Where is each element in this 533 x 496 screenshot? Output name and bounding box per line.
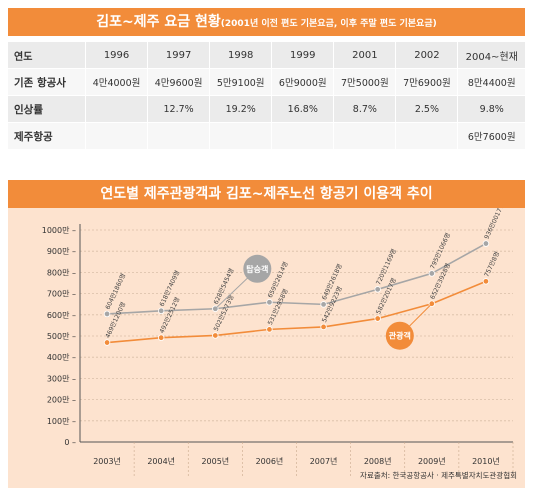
year-cell: 2002: [395, 42, 458, 69]
table-cell: 4만9600원: [147, 68, 210, 96]
y-tick-label: 900만 –: [47, 247, 76, 256]
x-tick-label: 2004년: [147, 456, 175, 466]
data-point: [157, 334, 165, 341]
fare-header-row: 연도 1996 1997 1998 1999 2001 2002 2004~현재: [8, 42, 525, 69]
x-tick-label: 2008년: [364, 456, 392, 466]
source-note: 자료출처: 한국공항공사 · 제주특별자치도관광협회: [360, 471, 517, 480]
data-point: [212, 332, 219, 339]
table-row: 제주항공 6만7600원: [8, 122, 525, 150]
year-cell: 2004~현재: [457, 42, 525, 69]
table-cell: 7만6900원: [395, 68, 458, 96]
table-cell: 8만4400원: [457, 68, 525, 96]
y-tick-label: 100만 –: [47, 417, 76, 426]
data-point: [103, 310, 111, 318]
header-label: 연도: [8, 42, 86, 69]
x-tick-label: 2010년: [472, 456, 500, 466]
legend-badge: [243, 254, 272, 283]
fare-table-title: 김포~제주 요금 현황(2001년 이전 편도 기본요금, 이후 주말 편도 기…: [8, 8, 525, 36]
year-cell: 1998: [209, 42, 272, 69]
data-point: [374, 286, 381, 293]
data-point: [428, 270, 436, 277]
table-cell: 5만9100원: [209, 68, 272, 96]
fare-title-text: 김포~제주 요금 현황: [96, 14, 221, 30]
data-point: [482, 278, 490, 285]
year-cell: 1996: [84, 42, 148, 69]
fare-table: 연도 1996 1997 1998 1999 2001 2002 2004~현재…: [8, 42, 525, 150]
data-point: [482, 240, 490, 247]
table-cell: 16.8%: [271, 95, 334, 123]
y-tick-label: 700만 –: [47, 290, 76, 299]
year-cell: 1999: [271, 42, 334, 69]
table-cell: 9.8%: [457, 95, 525, 123]
x-tick-label: 2009년: [418, 456, 446, 466]
table-cell: 19.2%: [209, 95, 272, 123]
y-tick-label: 0 –: [64, 438, 76, 447]
x-tick-label: 2007년: [310, 456, 338, 466]
table-cell: [271, 122, 334, 150]
y-tick-label: 600만 –: [47, 311, 76, 320]
row-label: 기존 항공사: [8, 68, 86, 96]
data-label: 936만0017명: [482, 208, 506, 240]
chart-background: [8, 208, 525, 488]
table-cell: 6만7600원: [457, 122, 525, 150]
x-tick-label: 2005년: [201, 456, 229, 466]
data-point: [266, 326, 273, 333]
table-cell: [395, 122, 458, 150]
year-cell: 1997: [147, 42, 210, 69]
data-point: [266, 299, 273, 306]
table-cell: [209, 122, 272, 150]
y-tick-label: 800만 –: [47, 268, 76, 277]
table-cell: 7만5000원: [333, 68, 396, 96]
line-chart: 0 – 100만 – 200만 – 300만 – 400만 – 500만 – 600만 – 7…: [42, 208, 514, 476]
y-tick-label: 300만 –: [47, 374, 76, 383]
table-cell: 6만9000원: [271, 68, 334, 96]
legend-label: 관광객: [389, 331, 411, 341]
series-line: [107, 242, 487, 315]
table-row: 기존 항공사 4만4000원 4만9600원 5만9100원 6만9000원 7…: [8, 68, 525, 96]
table-cell: [147, 122, 210, 150]
year-cell: 2001: [333, 42, 396, 69]
row-label: 인상률: [8, 95, 86, 123]
data-label: 757만8명: [482, 250, 501, 278]
table-cell: 8.7%: [333, 95, 396, 123]
data-point: [157, 307, 165, 315]
y-tick-label: 1000만 –: [42, 226, 76, 235]
table-row: 인상률 12.7% 19.2% 16.8% 8.7% 2.5% 9.8%: [8, 95, 525, 123]
y-tick-label: 200만 –: [47, 396, 76, 405]
data-point: [320, 323, 327, 331]
row-label: 제주항공: [8, 122, 86, 150]
x-tick-label: 2003년: [93, 456, 121, 466]
series-line: [106, 280, 487, 344]
table-cell: [333, 122, 396, 150]
fare-subtitle-text: (2001년 이전 편도 기본요금, 이후 주말 편도 기본요금): [220, 19, 437, 29]
chart-title: 연도별 제주관광객과 김포~제주노선 항공기 이용객 추이: [8, 180, 525, 208]
table-cell: 4만4000원: [84, 68, 148, 96]
data-point: [374, 315, 381, 322]
y-tick-label: 400만 –: [47, 353, 76, 362]
legend-badge: [385, 321, 414, 350]
table-cell: 12.7%: [147, 95, 210, 123]
table-cell: [84, 95, 148, 123]
data-point: [103, 339, 111, 346]
data-point: [320, 301, 327, 308]
table-cell: [84, 122, 148, 150]
y-tick-label: 500만 –: [47, 332, 76, 341]
x-tick-label: 2006년: [256, 456, 284, 466]
table-cell: 2.5%: [395, 95, 458, 123]
legend-label: 탑승객: [246, 264, 268, 274]
